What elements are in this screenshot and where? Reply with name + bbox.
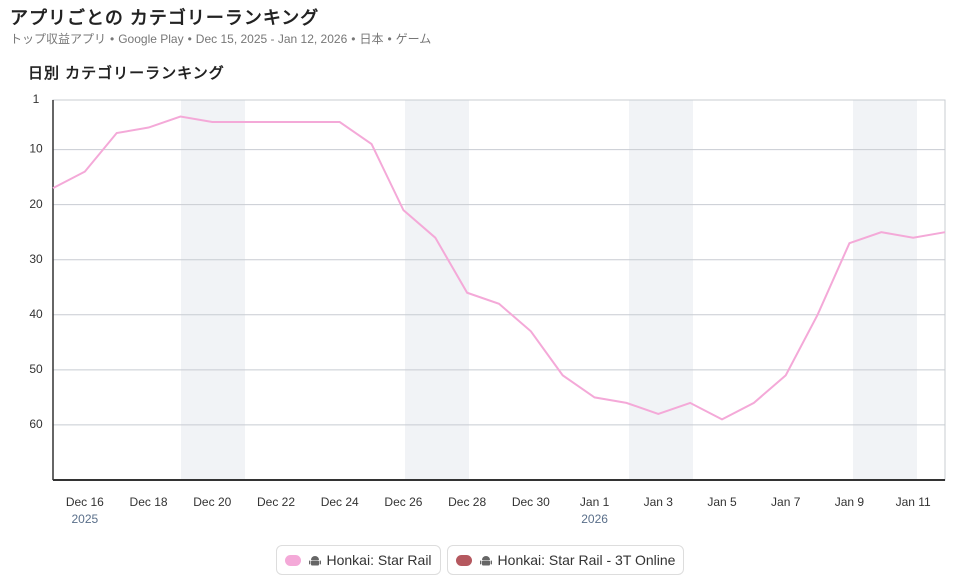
subtitle: トップ収益アプリ • Google Play • Dec 15, 2025 - Jan … <box>10 32 432 46</box>
x-tick-label: Jan 5 <box>707 495 737 509</box>
weekend-band <box>405 100 469 480</box>
y-tick-label: 40 <box>29 307 43 321</box>
legend-swatch <box>455 554 472 566</box>
chart-title: 日別 カテゴリーランキング <box>28 65 225 82</box>
y-tick-label: 50 <box>29 362 43 376</box>
weekend-band <box>629 100 693 480</box>
x-tick-label: Dec 16 <box>66 495 104 509</box>
subtitle-part: Dec 15, 2025 - Jan 12, 2026 <box>195 32 348 46</box>
x-tick-label: Jan 11 <box>896 495 931 509</box>
x-tick-label: Jan 1 <box>580 495 610 509</box>
series-line <box>52 115 946 421</box>
x-tick-label: Dec 30 <box>512 495 550 509</box>
subtitle-part: トップ収益アプリ <box>10 32 107 46</box>
subtitle-part: 日本 <box>359 32 384 46</box>
legend-item[interactable]: Honkai: Star Rail <box>275 545 441 575</box>
y-tick-label: 1 <box>33 92 40 106</box>
x-year-label: 2026 <box>581 512 608 526</box>
x-tick-label: Dec 26 <box>384 495 422 509</box>
x-tick-label: Jan 3 <box>644 495 674 509</box>
y-tick-label: 30 <box>29 252 43 266</box>
legend-swatch <box>284 554 301 566</box>
subtitle-part: Google Play <box>118 32 184 46</box>
y-tick-label: 60 <box>29 417 43 431</box>
legend: Honkai: Star Rail Honkai: Star Rail - 3T … <box>0 545 960 575</box>
android-icon <box>308 555 321 565</box>
legend-item[interactable]: Honkai: Star Rail - 3T Online <box>446 545 685 575</box>
y-tick-label: 10 <box>29 142 43 156</box>
x-tick-label: Dec 22 <box>257 495 295 509</box>
weekend-band <box>181 100 245 480</box>
legend-label: Honkai: Star Rail <box>326 552 432 568</box>
x-tick-label: Jan 9 <box>835 495 865 509</box>
weekend-bands <box>181 100 917 480</box>
x-tick-label: Dec 18 <box>130 495 168 509</box>
x-tick-label: Jan 7 <box>771 495 801 509</box>
x-tick-label: Dec 28 <box>448 495 486 509</box>
x-year-label: 2025 <box>72 512 99 526</box>
y-tick-label: 20 <box>29 197 43 211</box>
weekend-band <box>853 100 917 480</box>
legend-label: Honkai: Star Rail - 3T Online <box>497 552 676 568</box>
subtitle-part: ゲーム <box>395 32 432 46</box>
android-icon <box>479 555 492 565</box>
x-tick-label: Dec 24 <box>321 495 359 509</box>
page-title: アプリごとの カテゴリーランキング <box>10 8 320 28</box>
x-tick-label: Dec 20 <box>193 495 231 509</box>
